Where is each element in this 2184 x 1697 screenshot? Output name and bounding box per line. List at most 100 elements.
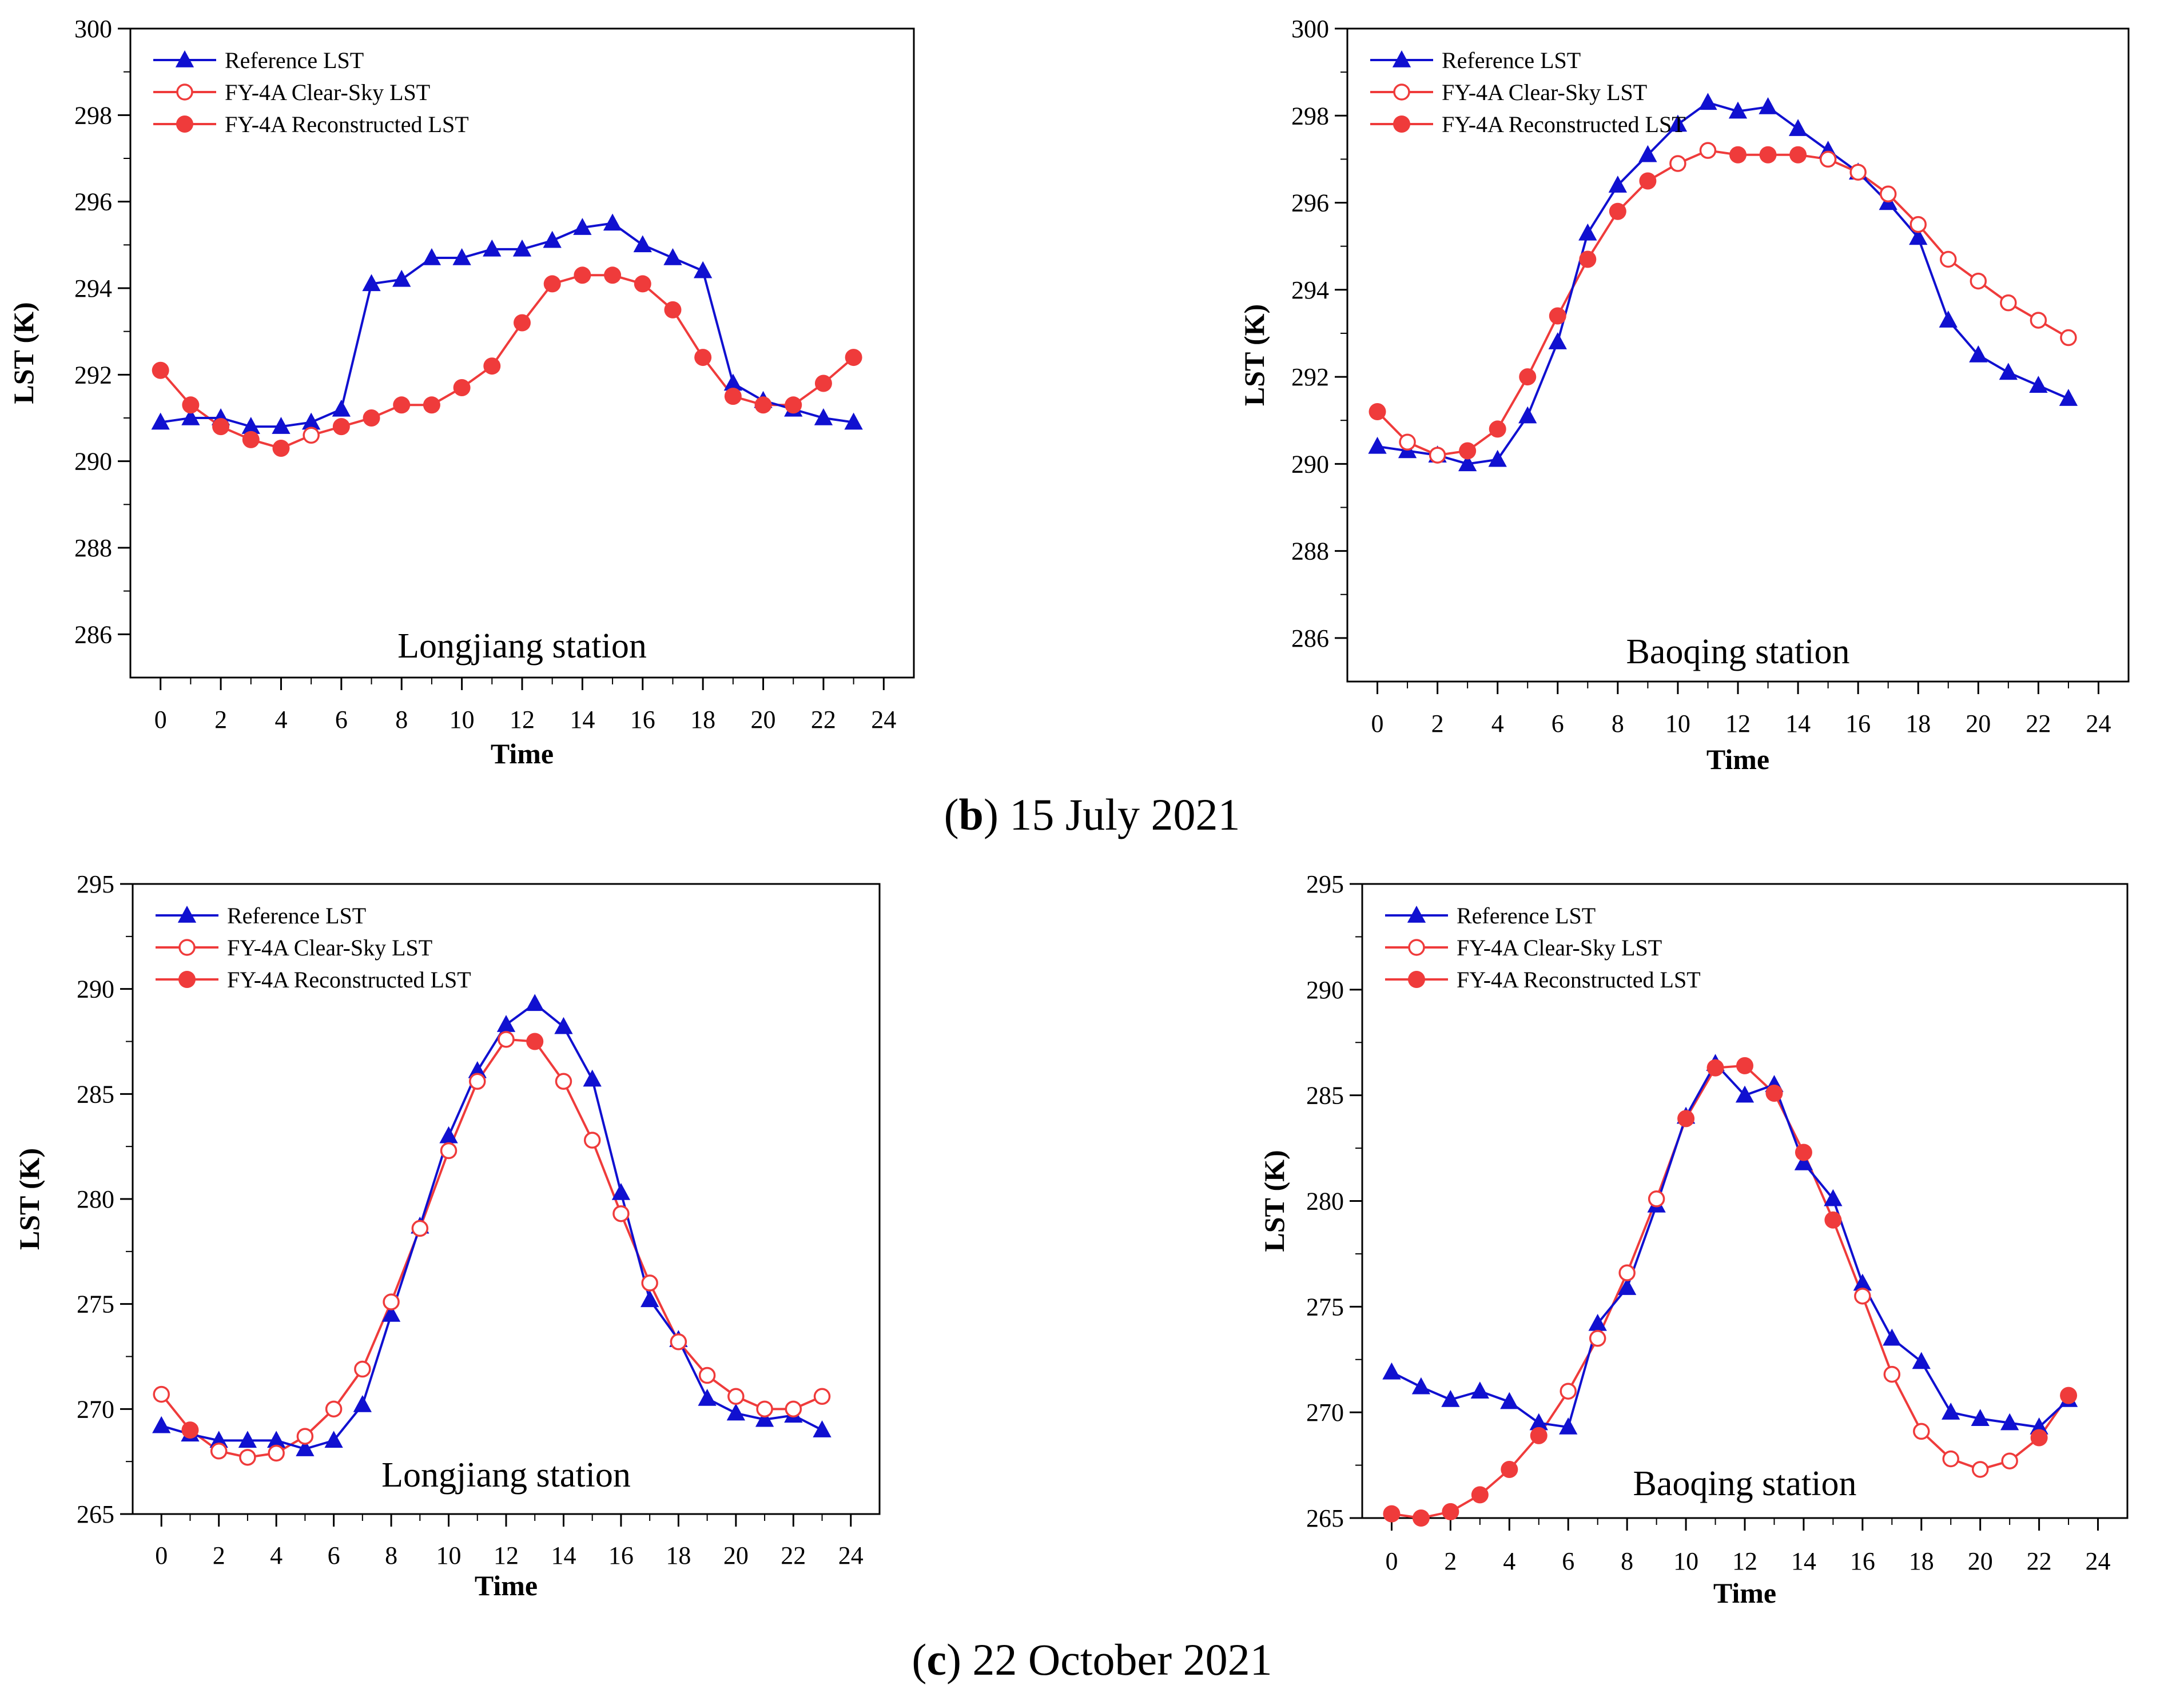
clear-sky-point xyxy=(555,1073,572,1090)
reference-point xyxy=(694,261,713,278)
y-tick-label: 286 xyxy=(74,620,112,648)
y-tick-label: 288 xyxy=(1291,537,1329,565)
reference-point xyxy=(1638,145,1657,162)
x-tick-label: 14 xyxy=(1791,1547,1816,1575)
x-tick-label: 2 xyxy=(213,1541,225,1569)
legend-label: FY-4A Clear-Sky LST xyxy=(1457,935,1662,961)
x-tick-label: 12 xyxy=(1725,710,1751,738)
x-tick-label: 18 xyxy=(1909,1547,1934,1575)
reference-point xyxy=(1969,345,1988,362)
reconstructed-point xyxy=(604,266,622,284)
reference-point xyxy=(209,1431,228,1448)
reference-point xyxy=(1853,1273,1872,1291)
reference-point xyxy=(633,235,652,253)
y-tick-label: 288 xyxy=(74,534,112,562)
x-tick-label: 8 xyxy=(385,1541,397,1569)
reference-point xyxy=(1728,101,1748,119)
legend-label: FY-4A Clear-Sky LST xyxy=(1442,79,1647,105)
reference-point xyxy=(392,269,411,287)
reconstructed-point xyxy=(1795,1144,1812,1161)
reference-point xyxy=(726,1403,745,1421)
reconstructed-point xyxy=(1824,1211,1842,1229)
reconstructed-point xyxy=(1519,368,1537,386)
reference-point xyxy=(1912,1352,1931,1369)
y-tick-label: 294 xyxy=(74,274,112,302)
reference-point xyxy=(1999,362,2018,380)
reference-point xyxy=(2029,376,2048,393)
y-tick-label: 300 xyxy=(1291,15,1329,43)
reference-point xyxy=(814,408,833,425)
reconstructed-point xyxy=(1639,172,1657,190)
x-tick-label: 10 xyxy=(449,706,475,734)
y-axis-title: LST (K) xyxy=(1258,1150,1290,1252)
reconstructed-point xyxy=(1677,1110,1695,1128)
legend-label: FY-4A Clear-Sky LST xyxy=(225,79,430,105)
x-tick-label: 22 xyxy=(781,1541,806,1569)
clear-sky-point xyxy=(239,1449,256,1466)
series-line-reference xyxy=(1391,1061,2070,1429)
clear-sky-point xyxy=(1699,142,1717,159)
reference-point xyxy=(1518,406,1537,424)
x-tick-label: 22 xyxy=(811,706,836,734)
y-axis-title: LST (K) xyxy=(1238,304,1270,406)
reconstructed-point xyxy=(453,379,471,397)
reference-point xyxy=(1441,1389,1460,1407)
y-tick-label: 295 xyxy=(77,870,114,898)
y-tick-label: 290 xyxy=(1306,976,1344,1004)
x-tick-label: 14 xyxy=(1785,710,1811,738)
clear-sky-point xyxy=(612,1205,630,1222)
legend-marker-open-circle xyxy=(1393,83,1410,101)
clear-sky-point xyxy=(1942,1450,1959,1468)
reference-point xyxy=(1488,449,1507,467)
clear-sky-point xyxy=(813,1388,831,1405)
reference-point xyxy=(1735,1085,1755,1103)
reconstructed-point xyxy=(212,418,230,436)
reference-point xyxy=(381,1305,401,1322)
legend-marker-open-circle xyxy=(178,939,196,956)
x-tick-label: 0 xyxy=(155,1541,168,1569)
x-tick-label: 0 xyxy=(1385,1547,1398,1575)
x-tick-label: 18 xyxy=(1905,710,1931,738)
reconstructed-point xyxy=(574,266,591,284)
y-tick-label: 290 xyxy=(74,448,112,476)
reconstructed-point xyxy=(1383,1505,1401,1523)
reference-point xyxy=(2059,389,2078,406)
reference-point xyxy=(362,274,381,292)
reference-point xyxy=(439,1126,458,1144)
y-tick-label: 290 xyxy=(77,975,114,1003)
x-tick-label: 10 xyxy=(1665,710,1690,738)
reconstructed-point xyxy=(1501,1460,1518,1478)
reference-point xyxy=(1909,228,1928,245)
y-tick-label: 280 xyxy=(1306,1188,1344,1216)
reference-point xyxy=(1470,1381,1489,1399)
reference-point xyxy=(151,412,170,430)
reference-point xyxy=(1668,114,1688,132)
legend-marker-open-circle xyxy=(176,83,193,101)
reconstructed-point xyxy=(2060,1387,2078,1404)
reconstructed-point xyxy=(814,375,832,392)
y-tick-label: 270 xyxy=(1306,1399,1344,1427)
legend-marker-triangle xyxy=(1392,50,1411,67)
x-axis-title: Time xyxy=(475,1569,538,1602)
reconstructed-point xyxy=(1609,202,1626,220)
x-axis-title: Time xyxy=(491,738,554,770)
x-tick-label: 24 xyxy=(2086,710,2111,738)
y-axis-title: LST (K) xyxy=(7,302,39,404)
reference-point xyxy=(1458,454,1477,472)
legend: Reference LST FY-4A Clear-Sky LST FY-4A Re… xyxy=(153,47,469,137)
x-tick-label: 6 xyxy=(1552,710,1564,738)
reconstructed-point xyxy=(1530,1427,1548,1444)
clear-sky-point xyxy=(303,427,320,444)
reference-point xyxy=(813,1420,832,1437)
clear-sky-point xyxy=(2001,1452,2018,1469)
reference-point xyxy=(2000,1413,2019,1431)
reference-point xyxy=(272,417,291,434)
y-tick-label: 296 xyxy=(1291,189,1329,217)
legend-label: Reference LST xyxy=(1442,47,1581,73)
clear-sky-point xyxy=(1618,1264,1636,1281)
reconstructed-point xyxy=(1789,146,1807,164)
